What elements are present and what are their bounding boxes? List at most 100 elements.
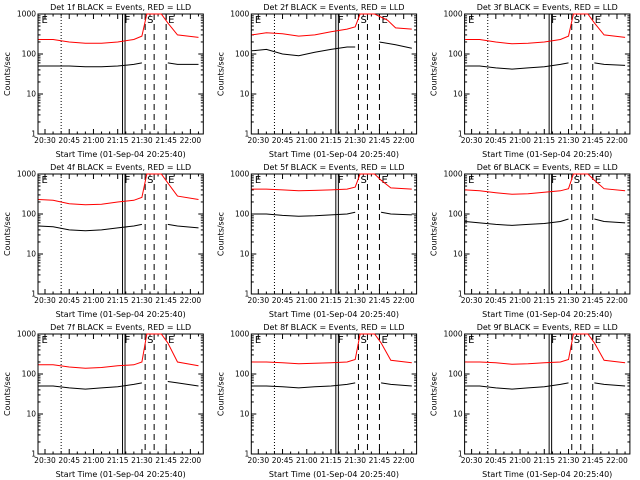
x-axis-label: Start Time (01-Sep-04 20:25:40) bbox=[482, 150, 612, 159]
marker-label-e: E bbox=[255, 15, 261, 26]
plot-frame bbox=[464, 333, 631, 455]
panel-title: Det 7f BLACK = Events, RED = LLD bbox=[50, 323, 191, 332]
marker-label-s: S bbox=[574, 335, 580, 346]
marker-label-e: E bbox=[468, 15, 474, 26]
x-tick-label: 21:45 bbox=[155, 136, 177, 145]
x-tick-label: 20:30 bbox=[247, 296, 269, 305]
x-tick-label: 22:00 bbox=[180, 136, 202, 145]
detector-panel-8: Det 8f BLACK = Events, RED = LLD Start Ti… bbox=[216, 323, 418, 479]
marker-label-e2: E bbox=[168, 335, 174, 346]
x-tick-label: 21:00 bbox=[296, 136, 318, 145]
x-tick-label: 22:00 bbox=[606, 296, 628, 305]
x-tick-label: 20:30 bbox=[34, 456, 56, 465]
y-tick-label: 10 bbox=[453, 410, 463, 419]
series-line-events bbox=[167, 381, 199, 387]
marker-label-e: E bbox=[255, 175, 261, 186]
y-axis-label: Counts/sec bbox=[216, 372, 225, 416]
x-tick-label: 21:15 bbox=[107, 136, 129, 145]
x-tick-label: 21:00 bbox=[83, 456, 105, 465]
panel-title: Det 3f BLACK = Events, RED = LLD bbox=[477, 3, 618, 12]
series-line-events bbox=[381, 211, 412, 216]
marker-label-e: E bbox=[468, 335, 474, 346]
y-tick-label: 1000 bbox=[230, 10, 249, 19]
y-tick-label: 100 bbox=[448, 210, 463, 219]
y-tick-label: 1 bbox=[31, 450, 36, 459]
x-tick-label: 22:00 bbox=[606, 456, 628, 465]
series-line-events bbox=[38, 62, 142, 68]
panel-title: Det 6f BLACK = Events, RED = LLD bbox=[477, 163, 618, 172]
x-tick-label: 21:00 bbox=[296, 296, 318, 305]
y-axis-label: Counts/sec bbox=[216, 212, 225, 256]
x-tick-label: 21:45 bbox=[369, 296, 391, 305]
x-tick-label: 20:30 bbox=[247, 456, 269, 465]
x-tick-label: 21:00 bbox=[83, 136, 105, 145]
series-line-events bbox=[465, 382, 569, 390]
series-line-lld bbox=[251, 333, 412, 365]
marker-label-f: F bbox=[338, 175, 344, 186]
x-tick-label: 22:00 bbox=[393, 456, 415, 465]
y-tick-label: 100 bbox=[448, 50, 463, 59]
marker-label-e2: E bbox=[595, 175, 601, 186]
series-line-lld bbox=[251, 13, 412, 37]
y-axis-label: Counts/sec bbox=[430, 212, 439, 256]
y-tick-label: 1000 bbox=[17, 330, 36, 339]
x-tick-label: 21:30 bbox=[558, 456, 580, 465]
y-axis-label: Counts/sec bbox=[3, 372, 12, 416]
panel-title: Det 4f BLACK = Events, RED = LLD bbox=[50, 163, 191, 172]
plot-frame bbox=[37, 13, 204, 135]
plot-frame bbox=[37, 333, 204, 455]
marker-label-e: E bbox=[42, 15, 48, 26]
marker-label-f: F bbox=[338, 335, 344, 346]
x-tick-label: 21:30 bbox=[558, 296, 580, 305]
plot-frame bbox=[250, 173, 418, 295]
series-line-events bbox=[381, 382, 412, 387]
x-tick-label: 21:00 bbox=[83, 296, 105, 305]
x-tick-label: 21:45 bbox=[155, 296, 177, 305]
x-tick-label: 21:45 bbox=[369, 456, 391, 465]
x-tick-label: 21:00 bbox=[296, 456, 318, 465]
marker-label-s: S bbox=[147, 175, 153, 186]
x-tick-label: 20:45 bbox=[485, 456, 507, 465]
detector-panel-2: Det 2f BLACK = Events, RED = LLD Start Ti… bbox=[216, 3, 418, 159]
x-tick-label: 21:15 bbox=[107, 296, 129, 305]
x-axis-label: Start Time (01-Sep-04 20:25:40) bbox=[482, 310, 612, 319]
series-line-lld bbox=[38, 173, 199, 206]
x-tick-label: 20:30 bbox=[34, 136, 56, 145]
x-tick-label: 21:30 bbox=[558, 136, 580, 145]
x-tick-label: 21:15 bbox=[320, 296, 342, 305]
y-tick-label: 100 bbox=[22, 210, 37, 219]
x-tick-label: 20:30 bbox=[461, 136, 483, 145]
x-tick-label: 21:15 bbox=[533, 456, 555, 465]
y-axis-label: Counts/sec bbox=[216, 52, 225, 96]
y-tick-label: 1 bbox=[245, 130, 250, 139]
series-line-lld bbox=[251, 173, 412, 192]
series-line-events bbox=[251, 382, 356, 389]
marker-label-e2: E bbox=[381, 335, 387, 346]
y-tick-label: 10 bbox=[240, 90, 250, 99]
y-tick-label: 10 bbox=[26, 250, 36, 259]
detector-panel-4: Det 4f BLACK = Events, RED = LLD Start Ti… bbox=[3, 163, 204, 319]
detector-panel-7: Det 7f BLACK = Events, RED = LLD Start Ti… bbox=[3, 323, 204, 479]
y-tick-label: 10 bbox=[453, 250, 463, 259]
y-tick-label: 1000 bbox=[17, 10, 36, 19]
y-tick-label: 10 bbox=[26, 90, 36, 99]
series-line-lld bbox=[38, 333, 199, 369]
x-tick-label: 21:45 bbox=[369, 136, 391, 145]
panel-title: Det 5f BLACK = Events, RED = LLD bbox=[263, 163, 404, 172]
y-tick-label: 1000 bbox=[444, 170, 463, 179]
y-tick-label: 10 bbox=[26, 410, 36, 419]
detector-panel-5: Det 5f BLACK = Events, RED = LLD Start Ti… bbox=[216, 163, 418, 319]
x-tick-label: 21:45 bbox=[582, 296, 604, 305]
x-axis-label: Start Time (01-Sep-04 20:25:40) bbox=[56, 150, 186, 159]
panel-title: Det 8f BLACK = Events, RED = LLD bbox=[263, 323, 404, 332]
x-tick-label: 21:45 bbox=[155, 456, 177, 465]
y-axis-label: Counts/sec bbox=[430, 52, 439, 96]
y-tick-label: 1000 bbox=[230, 330, 249, 339]
x-tick-label: 21:15 bbox=[533, 296, 555, 305]
marker-label-e: E bbox=[42, 175, 48, 186]
panel-title: Det 1f BLACK = Events, RED = LLD bbox=[50, 3, 191, 12]
marker-label-e2: E bbox=[381, 15, 387, 26]
x-axis-label: Start Time (01-Sep-04 20:25:40) bbox=[56, 310, 186, 319]
marker-label-s: S bbox=[360, 175, 366, 186]
y-tick-label: 1 bbox=[458, 130, 463, 139]
